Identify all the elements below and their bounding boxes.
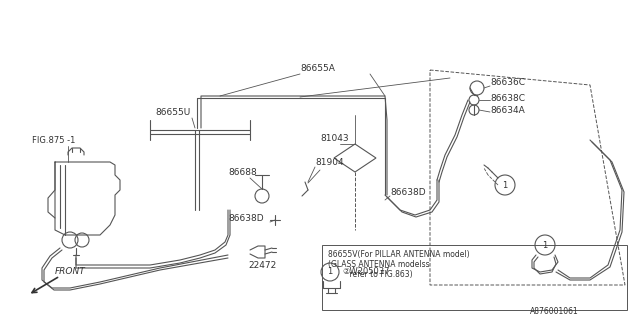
- Text: 86655V(For PILLAR ANTENNA model): 86655V(For PILLAR ANTENNA model): [328, 251, 470, 260]
- Text: 22472: 22472: [248, 261, 276, 270]
- Text: ②W205037: ②W205037: [342, 268, 390, 276]
- Text: 86638D: 86638D: [228, 213, 264, 222]
- Text: FRONT: FRONT: [55, 268, 86, 276]
- Text: 86688: 86688: [228, 167, 257, 177]
- Text: 86655U: 86655U: [155, 108, 190, 116]
- Text: 86655A: 86655A: [300, 63, 335, 73]
- Text: 81043: 81043: [320, 133, 349, 142]
- Text: 81904: 81904: [315, 157, 344, 166]
- Text: 86638D: 86638D: [390, 188, 426, 196]
- Text: FIG.875 -1: FIG.875 -1: [32, 135, 76, 145]
- Text: 86638C: 86638C: [490, 93, 525, 102]
- Text: 1: 1: [542, 241, 548, 250]
- Text: (GLASS ANTENNA modelss: (GLASS ANTENNA modelss: [328, 260, 429, 269]
- Text: 86636C: 86636C: [490, 77, 525, 86]
- Circle shape: [321, 263, 339, 281]
- Text: 1: 1: [328, 268, 333, 276]
- Text: 86634A: 86634A: [490, 106, 525, 115]
- Circle shape: [495, 175, 515, 195]
- Bar: [322, 245, 627, 310]
- Circle shape: [535, 235, 555, 255]
- Text: A876001061: A876001061: [530, 308, 579, 316]
- Text: 1: 1: [502, 180, 508, 189]
- Text: refer to FIG.863): refer to FIG.863): [328, 270, 413, 279]
